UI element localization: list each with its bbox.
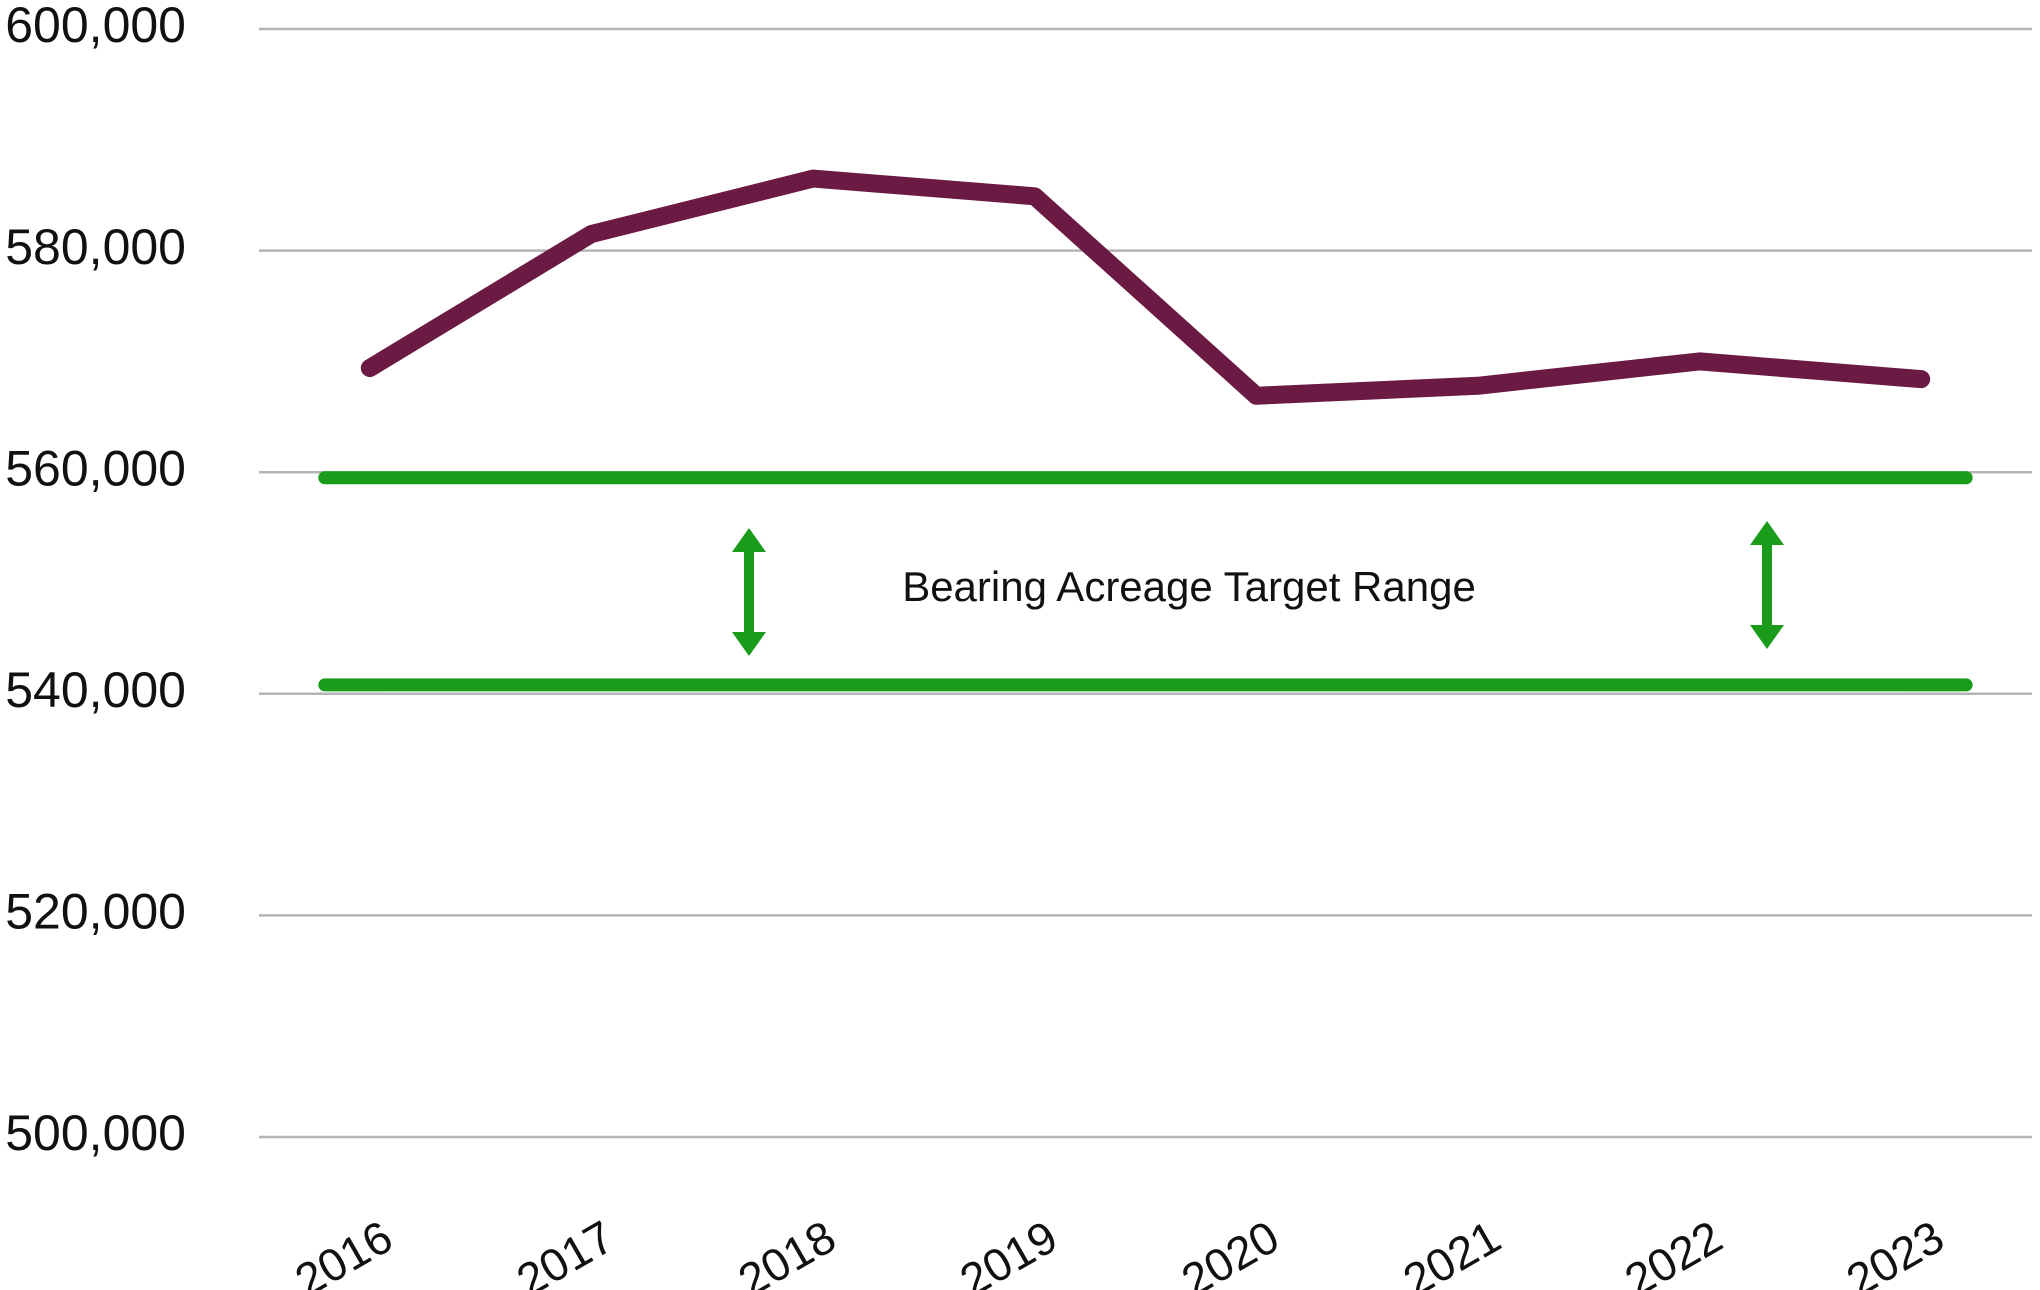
y-tick-label: 600,000 xyxy=(5,0,186,53)
x-tick-label: 2018 xyxy=(730,1210,845,1290)
x-tick-label: 2021 xyxy=(1394,1210,1509,1290)
y-tick-label: 500,000 xyxy=(5,1105,186,1161)
range-arrow xyxy=(1750,521,1784,649)
data-line xyxy=(360,169,1931,405)
x-tick-label: 2016 xyxy=(286,1210,401,1290)
x-tick-label: 2022 xyxy=(1616,1210,1731,1290)
x-tick-label: 2020 xyxy=(1173,1210,1288,1290)
x-tick-label: 2023 xyxy=(1838,1210,1953,1290)
range-arrow xyxy=(732,528,766,656)
y-tick-label: 520,000 xyxy=(5,884,186,940)
y-tick-label: 560,000 xyxy=(5,440,186,496)
y-tick-label: 580,000 xyxy=(5,219,186,275)
x-tick-label: 2019 xyxy=(951,1210,1066,1290)
y-tick-label: 540,000 xyxy=(5,662,186,718)
annotation: Bearing Acreage Target Range xyxy=(902,563,1476,610)
x-tick-label: 2017 xyxy=(508,1210,623,1290)
